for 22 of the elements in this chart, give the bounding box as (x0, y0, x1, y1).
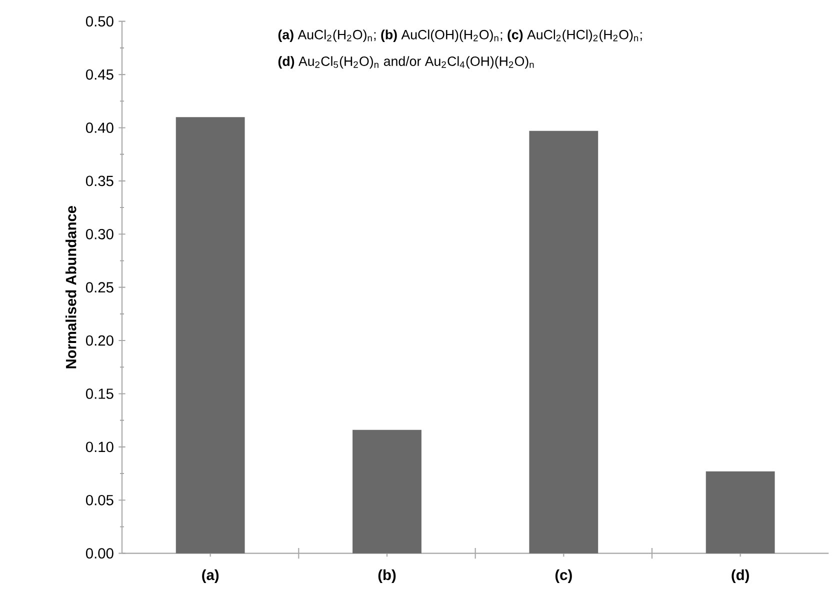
y-axis-title: Normalised Abundance (65, 206, 76, 368)
bar (176, 117, 245, 554)
y-tick-label: 0.35 (86, 176, 114, 186)
y-tick-label: 0.15 (86, 388, 114, 400)
y-tick-label: 0.45 (86, 70, 114, 80)
y-tick-label: 0.25 (86, 282, 114, 293)
x-tick-label: (b) (378, 570, 396, 584)
y-tick-label: 0.05 (86, 495, 114, 506)
y-tick-label: 0.40 (86, 122, 114, 134)
y-tick-label: 0.20 (86, 336, 114, 346)
bar (352, 430, 422, 554)
x-tick-label: (c) (555, 570, 572, 584)
y-tick-label: 0.30 (86, 229, 114, 240)
bar (706, 472, 775, 554)
x-tick-label: (a) (202, 570, 219, 584)
text: (d) Au$_{2}$Cl$_{5}$(H$_{2}$O)$_{n}$ and/or Au$_{2}$Cl$_{4}$(OH)(H$_{2}$O)$_{n}$ (278, 56, 534, 69)
y-tick-label: 0.00 (86, 548, 114, 559)
y-tick-label: 0.10 (86, 442, 114, 452)
bar (529, 131, 598, 554)
x-tick-label: (d) (732, 570, 749, 584)
y-tick-label: 0.50 (86, 16, 114, 27)
text: (a) AuCl$_{2}$(H$_{2}$O)$_{n}$; (b) AuCl(OH)(H$_{2}$O)$_{n}$; (c) AuCl$_{2}$(HCl)$_{2}$(H$_{2}$O)$_{n}$; (278, 30, 642, 42)
